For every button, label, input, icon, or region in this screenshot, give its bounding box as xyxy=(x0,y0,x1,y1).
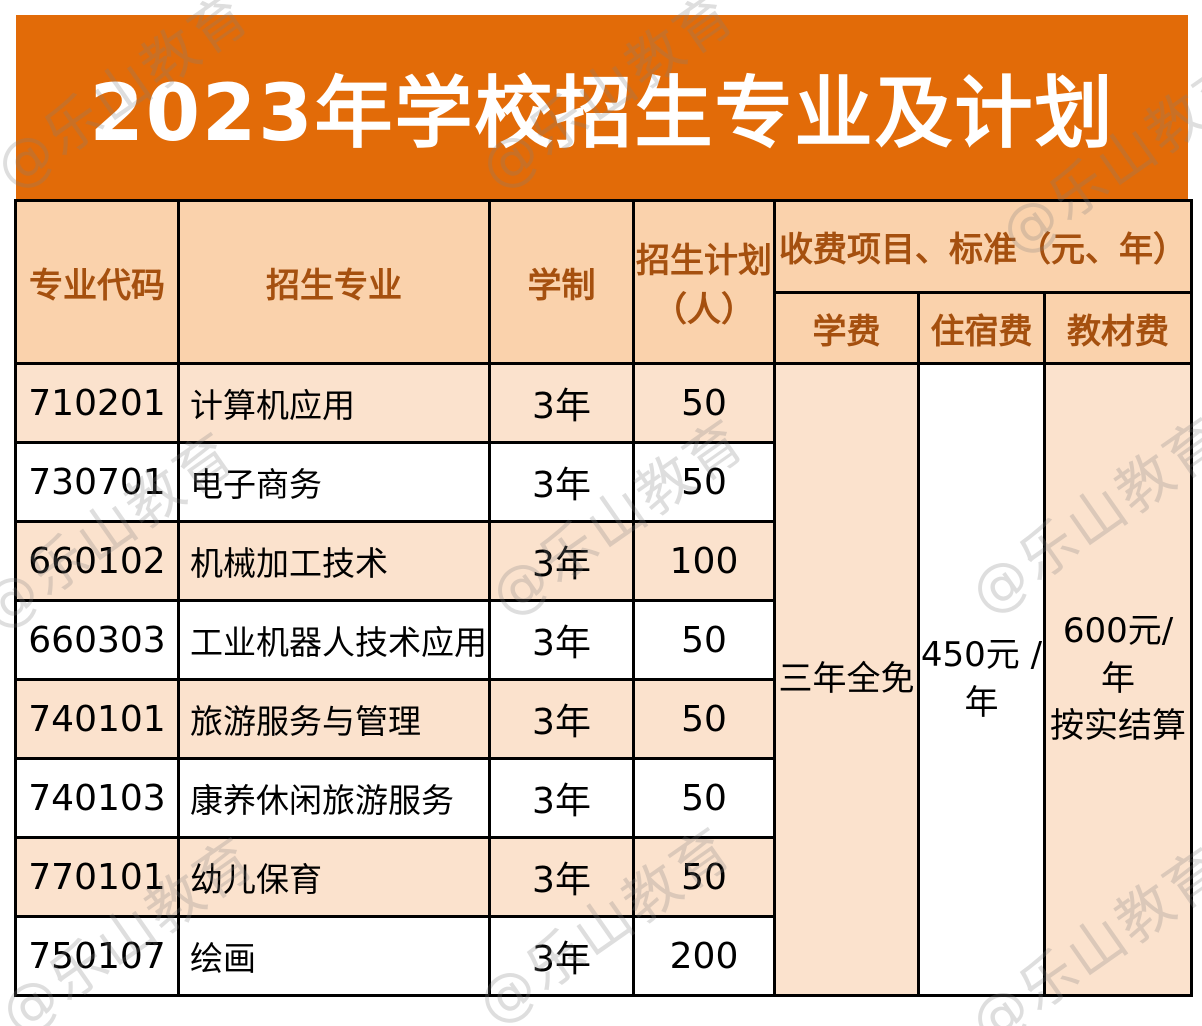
cell-major-code: 660102 xyxy=(14,520,180,602)
cell-duration: 3年 xyxy=(488,678,635,760)
table-row: 770101 幼儿保育 3年 50 xyxy=(14,836,1192,918)
cell-major-code: 750107 xyxy=(14,915,180,997)
cell-duration: 3年 xyxy=(488,599,635,681)
table-row: 660303 工业机器人技术应用 3年 50 xyxy=(14,599,1192,681)
cell-textbook-fee: 600元/年 按实结算 xyxy=(1043,362,1193,997)
cell-major-code: 740103 xyxy=(14,757,180,839)
cell-major-code: 730701 xyxy=(14,441,180,523)
table-row: 740103 康养休闲旅游服务 3年 50 xyxy=(14,757,1192,839)
cell-duration: 3年 xyxy=(488,915,635,997)
cell-duration: 3年 xyxy=(488,520,635,602)
cell-major-code: 770101 xyxy=(14,836,180,918)
cell-major: 旅游服务与管理 xyxy=(177,678,491,760)
cell-plan: 50 xyxy=(632,836,776,918)
cell-plan: 50 xyxy=(632,362,776,444)
cell-major: 绘画 xyxy=(177,915,491,997)
header-duration: 学制 xyxy=(488,199,635,365)
cell-major: 康养休闲旅游服务 xyxy=(177,757,491,839)
table-row: 730701 电子商务 3年 50 xyxy=(14,441,1192,523)
header-major-code: 专业代码 xyxy=(14,199,180,365)
header-accommodation: 住宿费 xyxy=(917,291,1046,365)
cell-plan: 50 xyxy=(632,441,776,523)
cell-plan: 50 xyxy=(632,678,776,760)
cell-major-code: 660303 xyxy=(14,599,180,681)
header-tuition: 学费 xyxy=(773,291,920,365)
cell-major: 幼儿保育 xyxy=(177,836,491,918)
cell-major: 机械加工技术 xyxy=(177,520,491,602)
cell-major-code: 740101 xyxy=(14,678,180,760)
cell-duration: 3年 xyxy=(488,836,635,918)
cell-duration: 3年 xyxy=(488,362,635,444)
header-plan: 招生计划 （人） xyxy=(632,199,776,365)
cell-plan: 50 xyxy=(632,599,776,681)
header-fee-group: 收费项目、标准（元、年） xyxy=(773,199,1193,294)
cell-plan: 100 xyxy=(632,520,776,602)
cell-duration: 3年 xyxy=(488,441,635,523)
header-textbook: 教材费 xyxy=(1043,291,1193,365)
header-major: 招生专业 xyxy=(177,199,491,365)
table-row: 710201 计算机应用 3年 50 三年全免 450元 / 年 600元/年 … xyxy=(14,362,1193,997)
cell-duration: 3年 xyxy=(488,757,635,839)
table-row: 750107 绘画 3年 200 xyxy=(14,915,1192,997)
table-row: 660102 机械加工技术 3年 100 xyxy=(14,520,1192,602)
cell-plan: 200 xyxy=(632,915,776,997)
title-banner: 2023年学校招生专业及计划 xyxy=(16,15,1188,199)
cell-major: 工业机器人技术应用 xyxy=(177,599,491,681)
cell-tuition-fee: 三年全免 xyxy=(773,362,920,997)
admissions-table: 专业代码 招生专业 学制 招生计划 （人） 收费项目、标准（元、年） 学费 住宿… xyxy=(14,199,1193,997)
cell-accommodation-fee: 450元 / 年 xyxy=(917,362,1046,997)
cell-major: 计算机应用 xyxy=(177,362,491,444)
cell-major: 电子商务 xyxy=(177,441,491,523)
table-row: 740101 旅游服务与管理 3年 50 xyxy=(14,678,1192,760)
page-title: 2023年学校招生专业及计划 xyxy=(89,69,1115,159)
cell-plan: 50 xyxy=(632,757,776,839)
cell-major-code: 710201 xyxy=(14,362,180,444)
